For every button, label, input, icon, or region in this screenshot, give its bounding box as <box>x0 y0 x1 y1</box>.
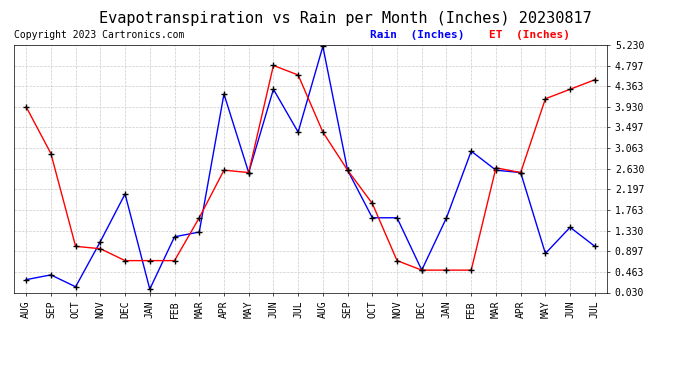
Text: Evapotranspiration vs Rain per Month (Inches) 20230817: Evapotranspiration vs Rain per Month (In… <box>99 11 591 26</box>
Text: ET  (Inches): ET (Inches) <box>489 30 569 40</box>
Text: Rain  (Inches): Rain (Inches) <box>370 30 464 40</box>
Text: Copyright 2023 Cartronics.com: Copyright 2023 Cartronics.com <box>14 30 184 40</box>
